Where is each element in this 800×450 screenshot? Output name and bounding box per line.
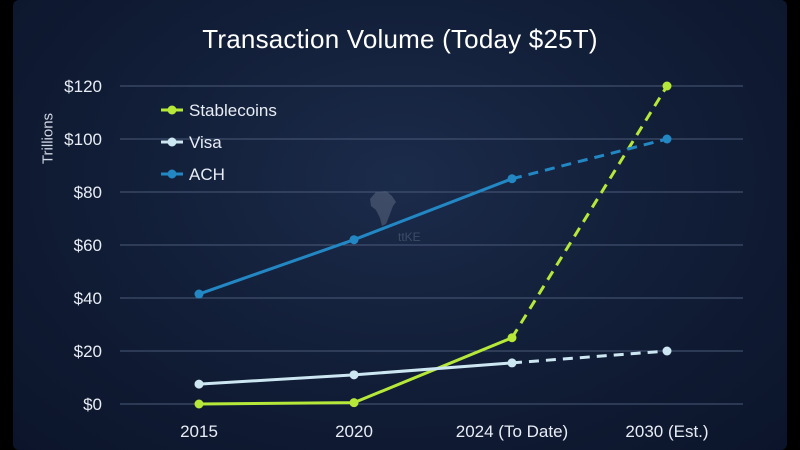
y-tick-label: $120 (64, 77, 102, 96)
y-tick-label: $100 (64, 130, 102, 149)
line-chart: $0 $20 $40 $60 $80 $100 $120 2015 2020 2024 (To D… (64, 77, 743, 441)
data-point (662, 346, 672, 356)
legend-label: ACH (189, 165, 225, 184)
y-tick-label: $20 (74, 342, 102, 361)
data-point (507, 333, 517, 343)
data-point (349, 235, 359, 245)
y-tick-label: $60 (74, 236, 102, 255)
data-point (349, 370, 359, 380)
watermark: ttKE (368, 190, 421, 244)
legend-swatch-marker (167, 169, 177, 179)
data-point (507, 174, 517, 184)
series-projection-line (511, 349, 668, 365)
legend-swatch-marker (167, 137, 177, 147)
watermark-text: ttKE (398, 230, 421, 244)
data-point (194, 289, 204, 299)
data-point (194, 379, 204, 389)
y-tick-label: $80 (74, 183, 102, 202)
series-projection-line (510, 85, 669, 339)
legend-label: Stablecoins (189, 101, 277, 120)
africa-logo-icon (370, 191, 396, 226)
y-tick-label: $0 (83, 395, 102, 414)
x-tick-label: 2024 (To Date) (456, 422, 568, 441)
legend-label: Visa (189, 133, 222, 152)
data-point (507, 358, 517, 368)
series-projection-line (511, 137, 668, 181)
x-tick-label: 2015 (180, 422, 218, 441)
data-point (194, 399, 204, 409)
y-tick-label: $40 (74, 289, 102, 308)
legend-swatch-marker (167, 105, 177, 115)
data-point (349, 398, 359, 408)
chart-card: Transaction Volume (Today $25T) Trillion… (13, 0, 787, 450)
x-tick-label: 2020 (335, 422, 373, 441)
chart-title: Transaction Volume (Today $25T) (202, 24, 598, 54)
x-tick-label: 2030 (Est.) (625, 422, 708, 441)
data-point (662, 134, 672, 144)
data-point (662, 81, 672, 91)
